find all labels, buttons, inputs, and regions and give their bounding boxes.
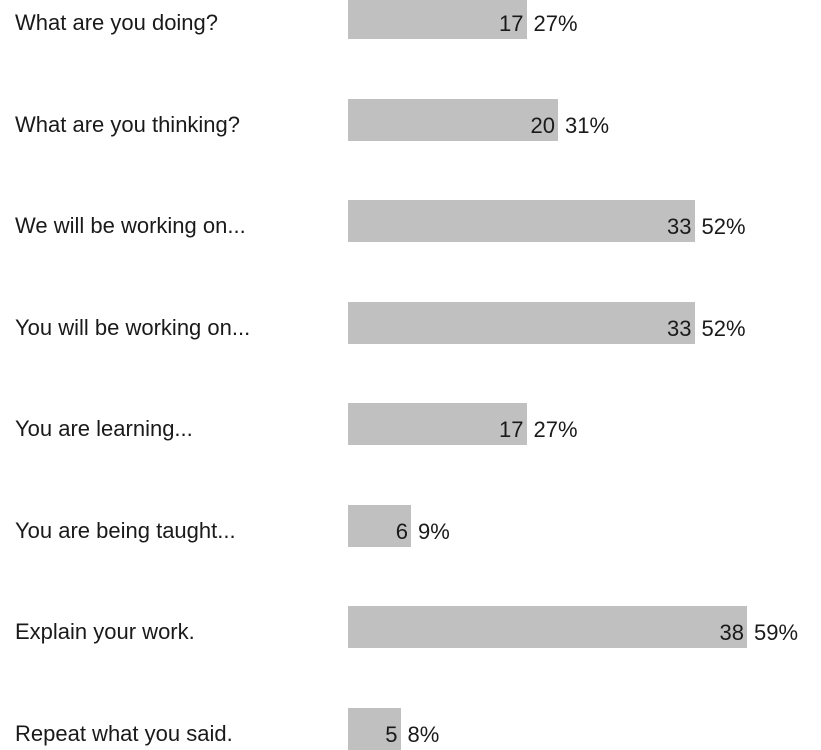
bar bbox=[348, 504, 411, 547]
percent-label: 8% bbox=[407, 721, 440, 747]
percent-label: 27% bbox=[533, 11, 578, 36]
category-label: What are you doing? bbox=[15, 10, 219, 35]
percent-label: 52% bbox=[701, 214, 746, 239]
bar-value-label: 38 bbox=[719, 620, 744, 645]
bar bbox=[348, 200, 695, 242]
bar-value-label: 17 bbox=[499, 11, 524, 36]
bar-value-label: 6 bbox=[395, 518, 408, 544]
percent-label: 59% bbox=[754, 620, 799, 645]
bar bbox=[348, 403, 527, 445]
percent-label: 27% bbox=[533, 417, 578, 442]
bar bbox=[348, 606, 747, 648]
percent-label: 9% bbox=[418, 518, 450, 544]
bar bbox=[348, 0, 527, 39]
bar-value-label: 5 bbox=[385, 721, 398, 747]
bar-value-label: 33 bbox=[667, 214, 692, 239]
category-label: We will be working on... bbox=[15, 213, 246, 238]
bar-value-label: 20 bbox=[530, 112, 555, 138]
bar bbox=[348, 98, 558, 141]
bar-value-label: 33 bbox=[667, 315, 692, 341]
bar bbox=[348, 301, 695, 344]
bar-value-label: 17 bbox=[499, 417, 524, 442]
category-label: What are you thinking? bbox=[15, 111, 241, 137]
category-label: You will be working on... bbox=[15, 314, 251, 340]
category-label: Explain your work. bbox=[15, 619, 195, 644]
category-label: You are learning... bbox=[15, 416, 193, 441]
category-label: Repeat what you said. bbox=[15, 720, 233, 746]
percent-label: 52% bbox=[701, 315, 746, 341]
category-label: You are being taught... bbox=[15, 517, 236, 543]
percent-label: 31% bbox=[565, 112, 610, 138]
